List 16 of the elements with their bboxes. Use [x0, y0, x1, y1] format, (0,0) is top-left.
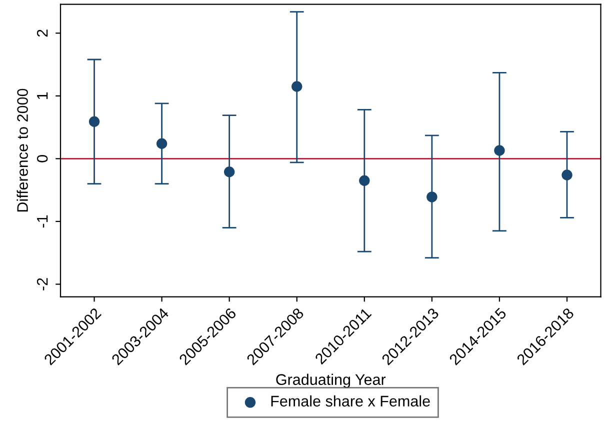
point: [494, 145, 505, 156]
point: [292, 81, 302, 92]
point: [88, 116, 100, 127]
y-tick-label: -2: [36, 278, 48, 290]
y-tick-label: 2: [36, 30, 48, 37]
x-axis-title: Graduating Year: [276, 374, 386, 388]
point: [426, 192, 438, 202]
point: [562, 170, 572, 180]
point: [224, 166, 235, 178]
y-tick-label: 0: [36, 155, 48, 162]
point: [359, 175, 370, 186]
legend-label: Female share x Female: [271, 395, 430, 407]
y-tick-label: 1: [37, 92, 48, 99]
y-tick-label: -1: [37, 215, 48, 228]
point: [156, 138, 168, 149]
y-axis-title: Difference to 2000: [16, 88, 28, 212]
